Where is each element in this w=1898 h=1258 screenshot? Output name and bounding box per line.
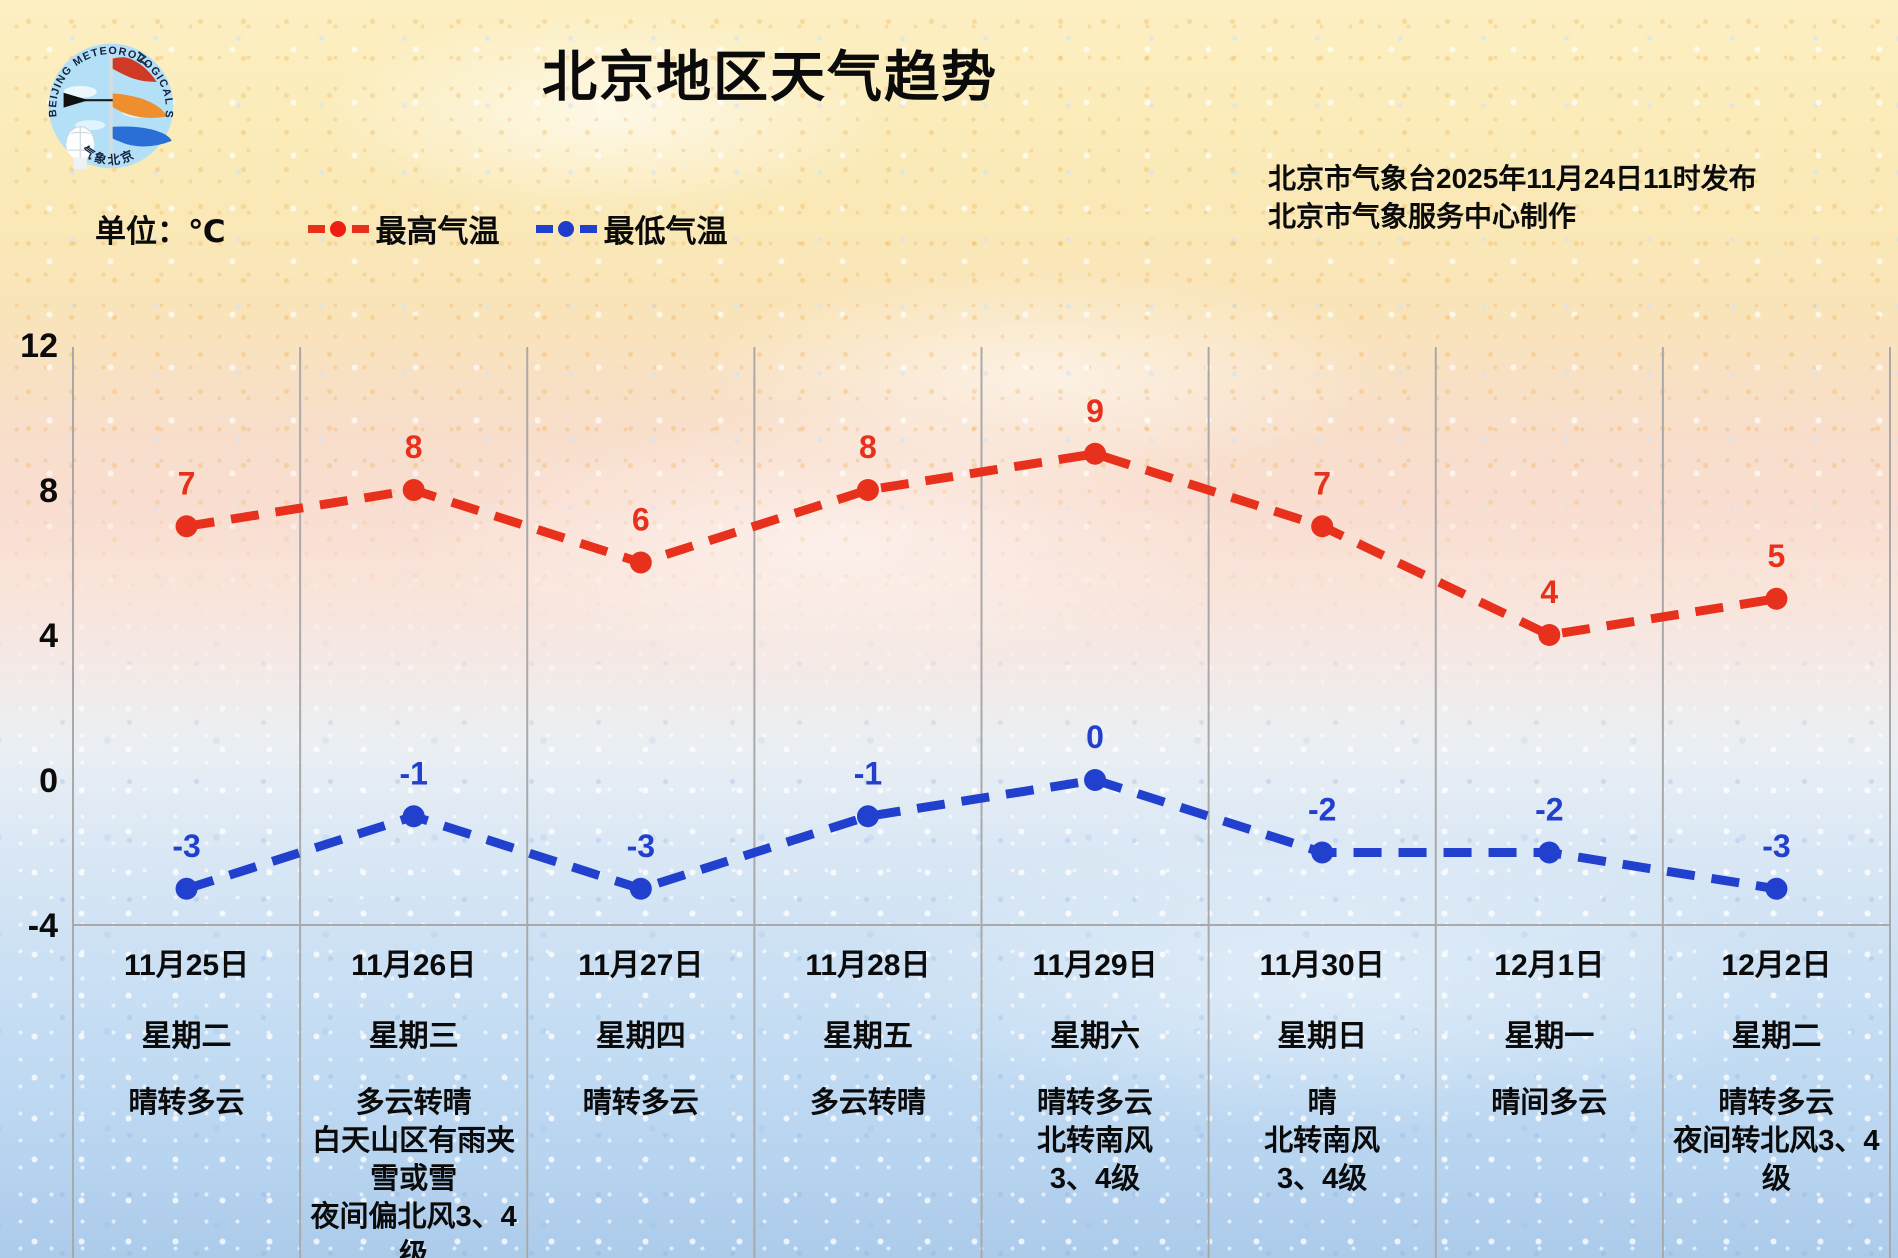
y-axis-tick-label: 0	[39, 762, 58, 800]
min-temp-legend-label: 最低气温	[603, 214, 728, 249]
data-point-label: -3	[627, 828, 655, 864]
data-point-label: 8	[859, 429, 877, 465]
data-point-marker	[1765, 877, 1788, 900]
day-week: 星期二	[1731, 1020, 1822, 1053]
lightning-glyph	[137, 51, 148, 67]
y-axis-tick-label: 12	[20, 327, 58, 365]
issue-info: 北京市气象台2025年11月24日11时发布 北京市气象服务中心制作	[1268, 160, 1757, 236]
max-temp-legend-label: 最高气温	[375, 214, 500, 249]
issue-line-2: 北京市气象服务中心制作	[1268, 201, 1577, 232]
day-weather: 晴转多云 夜间转北风3、4 级	[1673, 1087, 1880, 1195]
day-column: 11月27日 星期四晴转多云	[527, 946, 754, 1258]
day-week: 星期五	[822, 1020, 913, 1053]
data-point-label: -1	[399, 755, 427, 791]
day-column: 11月25日 星期二晴转多云	[73, 946, 300, 1258]
unit-label: 单位：℃	[95, 214, 226, 249]
day-week: 星期一	[1504, 1020, 1595, 1053]
legend: 单位：℃ 最高气温 最低气温	[95, 206, 728, 251]
ribbon-swooshes	[112, 57, 172, 147]
day-weather: 晴转多云	[582, 1087, 699, 1119]
beijing-meteorological-service-logo-icon: BEIJING METEOROLOGICAL SERVICE 气象北京	[32, 27, 174, 170]
data-point-label: -2	[1535, 792, 1563, 828]
data-point-marker	[402, 479, 425, 501]
data-point-label: 7	[178, 465, 196, 501]
data-point-marker	[402, 805, 425, 828]
data-point-marker	[1084, 442, 1107, 465]
page-title: 北京地区天气趋势	[541, 46, 999, 108]
day-weather: 晴转多云	[128, 1087, 245, 1119]
day-weather: 晴 北转南风 3、4级	[1264, 1087, 1381, 1195]
data-point-marker	[629, 551, 652, 574]
day-date: 12月1日	[1494, 949, 1605, 982]
data-point-marker	[856, 805, 879, 828]
data-point-marker	[175, 877, 198, 900]
data-point-label: 8	[405, 429, 423, 465]
data-point-label: -2	[1308, 792, 1336, 828]
data-point-label: -3	[172, 828, 200, 864]
day-date: 11月28日	[805, 949, 931, 982]
day-date: 11月26日	[351, 949, 477, 982]
max-temp-legend-marker-icon	[307, 220, 369, 237]
day-date: 11月30日	[1259, 949, 1385, 982]
data-point-marker	[856, 479, 879, 501]
y-axis-tick-label: -4	[28, 907, 58, 945]
day-column: 12月1日星期一晴间多云	[1436, 946, 1663, 1258]
day-weather: 多云转晴 白天山区有雨夹 雪或雪 夜间偏北风3、4 级	[310, 1087, 517, 1258]
min-temp-legend-marker-icon	[535, 220, 597, 237]
data-point-label: -3	[1762, 828, 1790, 864]
day-date: 11月25日	[124, 949, 250, 982]
day-columns: 11月25日 星期二 晴转多云 11月26日 星期三 多云转晴 白天山区有雨夹 雪或雪 夜…	[73, 946, 1890, 1258]
day-week: 星期三	[368, 1020, 459, 1053]
data-point-label: 7	[1313, 465, 1331, 501]
data-point-marker	[1765, 587, 1788, 610]
day-column: 11月30日 星期日晴 北转南风 3、4级	[1209, 946, 1436, 1258]
day-weather: 多云转晴	[809, 1087, 926, 1119]
day-date: 11月29日	[1032, 949, 1158, 982]
data-point-label: 5	[1768, 538, 1786, 574]
day-date: 11月27日	[578, 949, 704, 982]
day-column: 11月28日 星期五多云转晴	[754, 946, 981, 1258]
day-weather: 晴转多云 北转南风 3、4级	[1037, 1087, 1154, 1195]
data-point-marker	[1538, 624, 1561, 646]
data-point-label: 6	[632, 502, 650, 538]
day-column: 11月26日 星期三多云转晴 白天山区有雨夹 雪或雪 夜间偏北风3、4 级	[300, 946, 527, 1258]
data-point-marker	[1311, 515, 1334, 538]
data-point-marker	[1311, 841, 1334, 864]
data-point-label: 9	[1086, 393, 1104, 429]
series-line-最高气温	[185, 449, 1778, 640]
series-line-最低气温	[185, 775, 1778, 894]
data-point-marker	[175, 515, 198, 538]
day-week: 星期四	[595, 1020, 686, 1053]
day-week: 星期日	[1277, 1020, 1368, 1053]
flag-pole	[109, 51, 113, 167]
data-point-label: 4	[1540, 574, 1558, 610]
radar-dome-icon	[65, 126, 95, 170]
data-point-label: 0	[1086, 719, 1104, 755]
day-week: 星期六	[1050, 1020, 1141, 1053]
day-column: 12月2日星期二晴转多云 夜间转北风3、4 级	[1663, 946, 1890, 1258]
data-point-label: -1	[854, 755, 882, 791]
day-week: 星期二	[141, 1020, 232, 1053]
y-axis-tick-label: 4	[39, 617, 58, 655]
day-column: 11月29日 星期六晴转多云 北转南风 3、4级	[982, 946, 1209, 1258]
issue-line-1: 北京市气象台2025年11月24日11时发布	[1268, 163, 1757, 194]
day-date: 12月2日	[1721, 949, 1832, 982]
day-weather: 晴间多云	[1491, 1087, 1608, 1119]
data-point-marker	[629, 877, 652, 900]
data-point-marker	[1538, 841, 1561, 864]
data-point-marker	[1084, 769, 1107, 791]
y-axis-tick-label: 8	[39, 472, 58, 510]
